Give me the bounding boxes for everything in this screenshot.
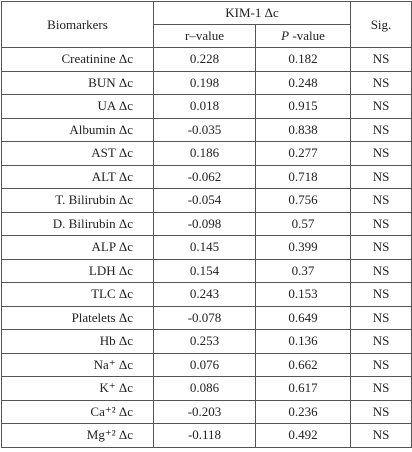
table-cell: NS xyxy=(350,188,412,213)
table-cell: BUN Δc xyxy=(1,70,154,95)
table-cell: Hb Δc xyxy=(1,329,154,354)
table-cell: 0.236 xyxy=(255,399,351,424)
table-cell: 0.915 xyxy=(255,94,351,119)
table-cell: 0.617 xyxy=(255,376,351,401)
table-cell: TLC Δc xyxy=(1,282,154,307)
table-cell: 0.253 xyxy=(153,329,256,354)
table-cell: NS xyxy=(350,399,412,424)
header-cell: r–value xyxy=(153,24,256,48)
table-cell: 0.399 xyxy=(255,235,351,260)
table-cell: NS xyxy=(350,141,412,166)
table-cell: 0.649 xyxy=(255,305,351,330)
table-cell: -0.062 xyxy=(153,164,256,189)
table-cell: Ca⁺² Δc xyxy=(1,399,154,424)
table-row: Albumin Δc -0.035 0.838 NS xyxy=(1,117,412,142)
table-cell: 0.492 xyxy=(255,423,351,448)
table-cell: NS xyxy=(350,423,412,448)
table-cell: -0.035 xyxy=(153,117,256,142)
table-cell: 0.838 xyxy=(255,117,351,142)
table-cell: -0.118 xyxy=(153,423,256,448)
header-cell: KIM-1 Δc xyxy=(153,1,351,25)
table-cell: 0.086 xyxy=(153,376,256,401)
table-cell: NS xyxy=(350,94,412,119)
table-row: ALP Δc 0.145 0.399 NS xyxy=(1,235,412,260)
table-row: Na⁺ Δc 0.076 0.662 NS xyxy=(1,352,412,377)
table-row: BUN Δc 0.198 0.248 NS xyxy=(1,70,412,95)
table-cell: -0.203 xyxy=(153,399,256,424)
table-cell: NS xyxy=(350,117,412,142)
table-row: Mg⁺² Δc -0.118 0.492 NS xyxy=(1,423,412,448)
table-cell: NS xyxy=(350,282,412,307)
table-cell: 0.248 xyxy=(255,70,351,95)
table-cell: ALT Δc xyxy=(1,164,154,189)
table-cell: T. Bilirubin Δc xyxy=(1,188,154,213)
table-cell: 0.756 xyxy=(255,188,351,213)
table-cell: Mg⁺² Δc xyxy=(1,423,154,448)
table-row: Hb Δc 0.253 0.136 NS xyxy=(1,329,412,354)
table-cell: 0.37 xyxy=(255,258,351,283)
table-row: TLC Δc 0.243 0.153 NS xyxy=(1,282,412,307)
table-cell: 0.228 xyxy=(153,47,256,72)
table-cell: 0.182 xyxy=(255,47,351,72)
table-cell: K⁺ Δc xyxy=(1,376,154,401)
table-row: AST Δc 0.186 0.277 NS xyxy=(1,141,412,166)
table-row: T. Bilirubin Δc -0.054 0.756 NS xyxy=(1,188,412,213)
table-cell: NS xyxy=(350,47,412,72)
table-cell: Creatinine Δc xyxy=(1,47,154,72)
table-cell: -0.054 xyxy=(153,188,256,213)
table-cell: 0.57 xyxy=(255,211,351,236)
table-cell: NS xyxy=(350,164,412,189)
table-cell: 0.136 xyxy=(255,329,351,354)
table-cell: D. Bilirubin Δc xyxy=(1,211,154,236)
table-cell: 0.662 xyxy=(255,352,351,377)
table-cell: NS xyxy=(350,258,412,283)
table-cell: 0.018 xyxy=(153,94,256,119)
table-row: Creatinine Δc 0.228 0.182 NS xyxy=(1,47,412,72)
table-cell: Albumin Δc xyxy=(1,117,154,142)
header-cell: Sig. xyxy=(350,1,412,48)
table-row: D. Bilirubin Δc -0.098 0.57 NS xyxy=(1,211,412,236)
table-cell: LDH Δc xyxy=(1,258,154,283)
table-row: UA Δc 0.018 0.915 NS xyxy=(1,94,412,119)
table-cell: 0.198 xyxy=(153,70,256,95)
header-cell: P -value xyxy=(255,24,351,48)
table-cell: -0.098 xyxy=(153,211,256,236)
table-cell: 0.277 xyxy=(255,141,351,166)
header-text: P xyxy=(281,28,290,43)
table-cell: 0.186 xyxy=(153,141,256,166)
table-cell: NS xyxy=(350,235,412,260)
table-cell: AST Δc xyxy=(1,141,154,166)
table-cell: ALP Δc xyxy=(1,235,154,260)
table-cell: NS xyxy=(350,329,412,354)
table-cell: UA Δc xyxy=(1,94,154,119)
table-cell: -0.078 xyxy=(153,305,256,330)
table-cell: Na⁺ Δc xyxy=(1,352,154,377)
table-row: K⁺ Δc 0.086 0.617 NS xyxy=(1,376,412,401)
table-row: Platelets Δc -0.078 0.649 NS xyxy=(1,305,412,330)
table-cell: 0.243 xyxy=(153,282,256,307)
header-text: -value xyxy=(289,28,325,43)
table-cell: NS xyxy=(350,376,412,401)
table-row: LDH Δc 0.154 0.37 NS xyxy=(1,258,412,283)
table-cell: 0.718 xyxy=(255,164,351,189)
table-cell: NS xyxy=(350,70,412,95)
table-cell: 0.153 xyxy=(255,282,351,307)
table-cell: NS xyxy=(350,211,412,236)
table-cell: 0.145 xyxy=(153,235,256,260)
table-cell: 0.076 xyxy=(153,352,256,377)
table-row: Ca⁺² Δc -0.203 0.236 NS xyxy=(1,399,412,424)
table-cell: NS xyxy=(350,305,412,330)
table-cell: Platelets Δc xyxy=(1,305,154,330)
table-body: Creatinine Δc 0.228 0.182 NS BUN Δc 0.198 0.24… xyxy=(1,47,412,448)
table-cell: 0.154 xyxy=(153,258,256,283)
table-row: ALT Δc -0.062 0.718 NS xyxy=(1,164,412,189)
header-cell: Biomarkers xyxy=(1,1,154,48)
table-cell: NS xyxy=(350,352,412,377)
